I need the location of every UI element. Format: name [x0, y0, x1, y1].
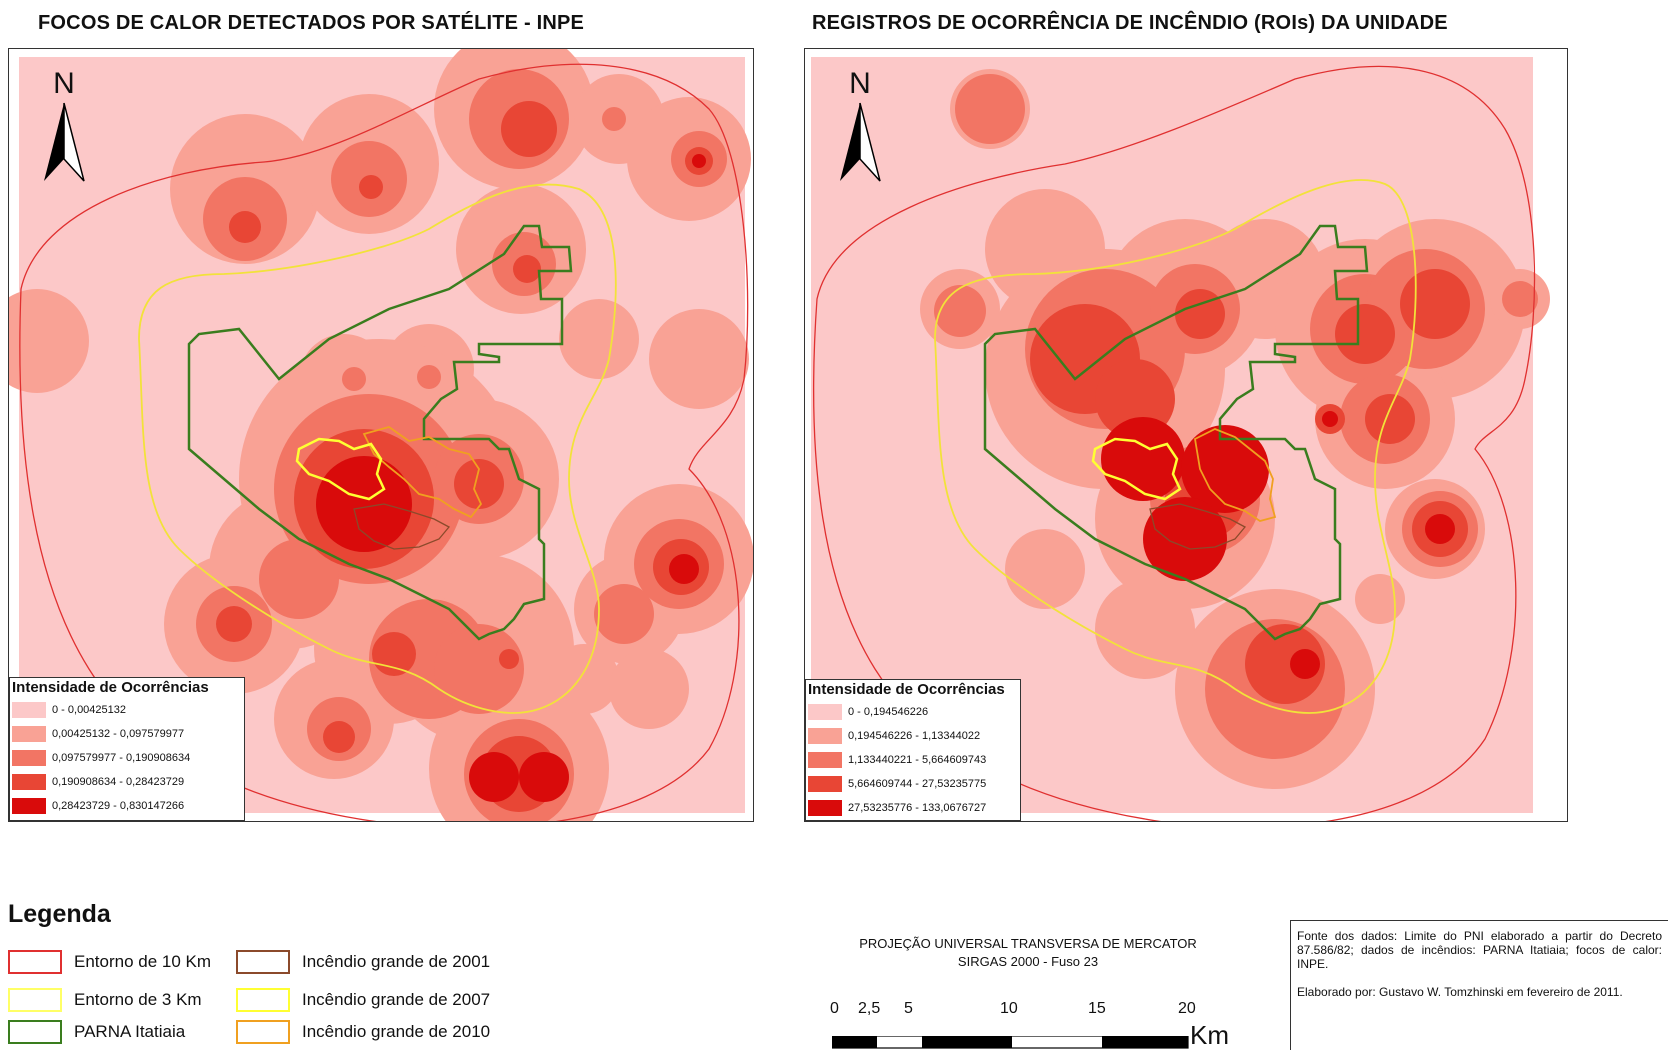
legend-label: PARNA Itatiaia [74, 1022, 186, 1041]
swatch [808, 800, 842, 816]
legend-label: Entorno de 3 Km [74, 990, 202, 1009]
legend-swatch [236, 950, 290, 974]
swatch [12, 798, 46, 814]
fire-2010-right [1194, 428, 1277, 522]
source-author-text: Elaborado por: Gustavo W. Tomzhinski em … [1297, 985, 1623, 999]
source-data-text: Fonte dos dados: Limite do PNI elaborado… [1297, 929, 1662, 971]
right-legend-row: 0 - 0,194546226 [806, 700, 1020, 724]
legend-label: Incêndio grande de 2010 [302, 1022, 491, 1041]
buffer-3km-left [138, 183, 617, 714]
right-legend-label: 1,133440221 - 5,664609743 [848, 754, 987, 766]
north-arrow-right: N [830, 69, 890, 194]
north-label: N [849, 67, 871, 100]
left-legend-row: 0,00425132 - 0,097579977 [10, 722, 244, 746]
left-legend-row: 0,190908634 - 0,28423729 [10, 770, 244, 794]
left-legend-row: 0,097579977 - 0,190908634 [10, 746, 244, 770]
buffer-3km-right [934, 179, 1417, 714]
right-legend-label: 5,664609744 - 27,53235775 [848, 778, 987, 790]
left-intensity-legend: Intensidade de Ocorrências 0 - 0,0042513… [9, 677, 245, 821]
swatch [12, 726, 46, 742]
left-heatmap [9, 49, 753, 821]
right-legend-row: 5,664609744 - 27,53235775 [806, 772, 1020, 796]
legend-item-fire-2010: Incêndio grande de 2010 [236, 1020, 490, 1044]
legend-item-3km: Entorno de 3 Km [8, 988, 202, 1012]
right-map-title: REGISTROS DE OCORRÊNCIA DE INCÊNDIO (ROI… [812, 12, 1448, 34]
legend-swatch [236, 1020, 290, 1044]
swatch [12, 750, 46, 766]
scale-bar [832, 1036, 1189, 1049]
legend-item-10km: Entorno de 10 Km [8, 950, 211, 974]
projection-info: PROJEÇÃO UNIVERSAL TRANSVERSA DE MERCATO… [808, 935, 1248, 971]
scale-tick: 2,5 [858, 1000, 881, 1017]
right-legend-label: 0,194546226 - 1,13344022 [848, 730, 981, 742]
legend-label: Entorno de 10 Km [74, 952, 212, 971]
right-legend-title: Intensidade de Ocorrências [808, 681, 1005, 698]
parna-left [187, 224, 573, 641]
source-box: Fonte dos dados: Limite do PNI elaborado… [1290, 920, 1668, 1050]
legend-swatch [8, 988, 62, 1012]
parna-right [983, 224, 1369, 641]
legend-title: Legenda [8, 900, 111, 928]
left-legend-title: Intensidade de Ocorrências [12, 679, 209, 696]
north-arrow-icon [840, 102, 881, 182]
legend-label: Incêndio grande de 2001 [302, 952, 491, 971]
left-legend-row: 0,28423729 - 0,830147266 [10, 794, 244, 818]
left-map-title: FOCOS DE CALOR DETECTADOS POR SATÉLITE -… [38, 12, 585, 34]
right-legend-row: 1,133440221 - 5,664609743 [806, 748, 1020, 772]
scale-tick: 20 [1178, 1000, 1196, 1017]
right-legend-row: 27,53235776 - 133,0676727 [806, 796, 1020, 820]
scale-tick: 0 [830, 1000, 839, 1017]
legend-item-fire-2001: Incêndio grande de 2001 [236, 950, 490, 974]
right-legend-label: 0 - 0,194546226 [848, 706, 929, 718]
fire-2007-right [1091, 437, 1182, 501]
right-intensity-legend: Intensidade de Ocorrências 0 - 0,1945462… [805, 679, 1021, 821]
legend-swatch [236, 988, 290, 1012]
swatch [808, 704, 842, 720]
right-legend-label: 27,53235776 - 133,0676727 [848, 802, 987, 814]
scale-tick: 15 [1088, 1000, 1106, 1017]
north-arrow-left: N [34, 69, 94, 194]
left-legend-label: 0,28423729 - 0,830147266 [52, 800, 185, 812]
left-legend-label: 0,190908634 - 0,28423729 [52, 776, 185, 788]
left-legend-label: 0,00425132 - 0,097579977 [52, 728, 185, 740]
north-arrow-icon [44, 102, 85, 182]
legend-item-fire-2007: Incêndio grande de 2007 [236, 988, 490, 1012]
right-map-frame: N Intensidade de Ocorrências 0 - 0,19454… [804, 48, 1568, 822]
scale-unit: Km [1190, 1020, 1229, 1050]
scale-tick: 5 [904, 1000, 913, 1017]
projection-line2: SIRGAS 2000 - Fuso 23 [957, 954, 1099, 969]
swatch [12, 774, 46, 790]
scale-tick: 10 [1000, 1000, 1018, 1017]
swatch [12, 702, 46, 718]
fire-2007-left [295, 437, 386, 501]
swatch [808, 728, 842, 744]
legend-label: Incêndio grande de 2007 [302, 990, 491, 1009]
fire-2001-right [1149, 503, 1247, 550]
legend-item-parna: PARNA Itatiaia [8, 1020, 185, 1044]
left-legend-label: 0,097579977 - 0,190908634 [52, 752, 191, 764]
left-map-frame: N Intensidade de Ocorrências 0 - 0,00425… [8, 48, 754, 822]
swatch [808, 752, 842, 768]
right-legend-row: 0,194546226 - 1,13344022 [806, 724, 1020, 748]
left-legend-label: 0 - 0,00425132 [52, 704, 127, 716]
legend-swatch [8, 1020, 62, 1044]
fire-2010-left [362, 426, 483, 519]
projection-line1: PROJEÇÃO UNIVERSAL TRANSVERSA DE MERCATO… [859, 936, 1197, 951]
north-label: N [53, 67, 75, 100]
swatch [808, 776, 842, 792]
fire-2001-left [353, 503, 451, 550]
legend-swatch [8, 950, 62, 974]
right-heatmap [811, 57, 1550, 821]
left-legend-row: 0 - 0,00425132 [10, 698, 244, 722]
